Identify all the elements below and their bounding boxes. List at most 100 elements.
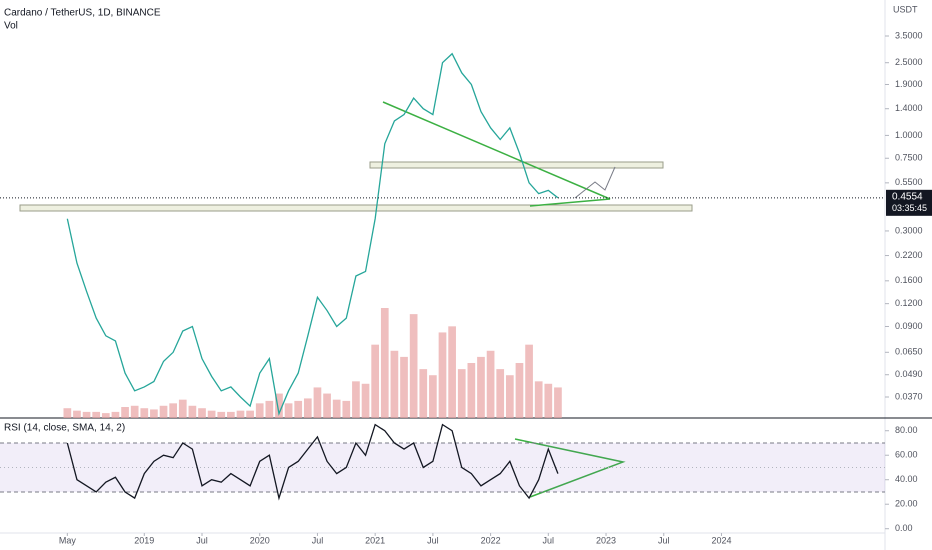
volume-bar bbox=[275, 393, 283, 418]
y-tick-label: 0.5500 bbox=[895, 177, 923, 187]
volume-bar bbox=[294, 400, 303, 418]
volume-bar bbox=[198, 408, 206, 418]
volume-bar bbox=[92, 411, 101, 418]
volume-bar bbox=[255, 403, 264, 418]
x-tick-label: Jul bbox=[196, 535, 208, 545]
y-tick-label: 2.5000 bbox=[895, 57, 923, 67]
volume-bar bbox=[380, 308, 389, 418]
volume-bar bbox=[467, 363, 476, 418]
volume-bar bbox=[227, 411, 235, 418]
rsi-trend-line bbox=[514, 438, 626, 498]
volume-bar bbox=[101, 413, 110, 418]
rsi-title: RSI (14, close, SMA, 14, 2) bbox=[4, 423, 125, 434]
x-tick-label: 2022 bbox=[481, 535, 501, 545]
volume-bar bbox=[265, 400, 274, 418]
volume-bar bbox=[130, 405, 139, 418]
rsi-y-tick-label: 40.00 bbox=[895, 474, 918, 484]
volume-bar bbox=[525, 344, 533, 418]
zone-box bbox=[369, 161, 664, 169]
countdown-label: 03:35:45 bbox=[892, 203, 927, 213]
price-line bbox=[66, 52, 559, 416]
volume-bar bbox=[486, 350, 495, 418]
y-tick-label: 0.1200 bbox=[895, 298, 923, 308]
volume-bar bbox=[371, 344, 380, 418]
volume-bar bbox=[429, 375, 437, 418]
volume-bar bbox=[236, 410, 245, 418]
y-tick-label: 0.0490 bbox=[895, 369, 923, 379]
volume-bar bbox=[390, 350, 399, 418]
x-tick-label: Jul bbox=[312, 535, 324, 545]
volume-bar bbox=[217, 411, 226, 418]
y-tick-label: 1.4000 bbox=[895, 103, 923, 113]
x-tick-label: Jul bbox=[658, 535, 670, 545]
volume-bar bbox=[534, 381, 543, 418]
volume-bar bbox=[82, 411, 91, 418]
x-tick-label: May bbox=[59, 535, 77, 545]
volume-bar bbox=[121, 407, 129, 418]
last-price-box bbox=[886, 189, 932, 216]
volume-bar bbox=[150, 409, 158, 418]
volume-bar bbox=[554, 387, 562, 418]
volume-bar bbox=[409, 314, 418, 418]
volume-bar bbox=[111, 411, 120, 418]
y-axis-label: USDT bbox=[893, 4, 918, 14]
rsi-y-tick-label: 20.00 bbox=[895, 499, 918, 509]
x-tick-label: 2024 bbox=[711, 535, 731, 545]
volume-bar bbox=[400, 356, 408, 418]
x-tick-label: Jul bbox=[427, 535, 439, 545]
y-tick-label: 0.0650 bbox=[895, 347, 923, 357]
volume-bar bbox=[544, 383, 553, 418]
volume-bar bbox=[457, 369, 466, 418]
x-tick-label: 2021 bbox=[365, 535, 385, 545]
volume-bar bbox=[188, 405, 197, 418]
x-tick-label: 2019 bbox=[134, 535, 154, 545]
rsi-y-tick-label: 60.00 bbox=[895, 450, 918, 460]
volume-bar bbox=[438, 332, 447, 418]
y-tick-label: 1.0000 bbox=[895, 130, 923, 140]
volume-bar bbox=[352, 381, 360, 418]
x-tick-label: 2023 bbox=[596, 535, 616, 545]
volume-bar bbox=[505, 375, 514, 418]
volume-bar bbox=[448, 326, 456, 418]
volume-bar bbox=[313, 387, 322, 418]
rsi-y-tick-label: 80.00 bbox=[895, 425, 918, 435]
volume-bar bbox=[477, 356, 485, 418]
volume-bar bbox=[169, 403, 177, 418]
y-tick-label: 0.0370 bbox=[895, 391, 923, 401]
zone-box bbox=[19, 204, 693, 212]
volume-bar bbox=[303, 398, 312, 418]
rsi-band bbox=[0, 442, 885, 492]
volume-bar bbox=[496, 369, 505, 418]
last-price-label: 0.4554 bbox=[892, 191, 923, 202]
rsi-y-tick-label: 0.00 bbox=[895, 523, 913, 533]
volume-bar bbox=[178, 399, 187, 418]
trend-line bbox=[382, 101, 611, 207]
volume-bar bbox=[63, 408, 72, 418]
x-tick-label: Jul bbox=[543, 535, 555, 545]
volume-bar bbox=[207, 410, 216, 418]
y-tick-label: 0.1600 bbox=[895, 275, 923, 285]
volume-bar bbox=[284, 403, 293, 418]
volume-bar bbox=[419, 369, 428, 418]
projection-path bbox=[574, 166, 616, 199]
volume-bar bbox=[73, 410, 81, 418]
y-tick-label: 0.0900 bbox=[895, 321, 923, 331]
volume-bar bbox=[140, 408, 149, 418]
volume-bar bbox=[361, 383, 370, 418]
y-tick-label: 3.5000 bbox=[895, 30, 923, 40]
y-tick-label: 0.3000 bbox=[895, 225, 923, 235]
volume-bar bbox=[323, 393, 331, 418]
x-tick-label: 2020 bbox=[250, 535, 270, 545]
y-tick-label: 1.9000 bbox=[895, 79, 923, 89]
volume-bar bbox=[332, 399, 341, 418]
y-tick-label: 0.2200 bbox=[895, 250, 923, 260]
volume-bar bbox=[515, 363, 524, 418]
rsi-line bbox=[66, 423, 559, 501]
volume-bar bbox=[342, 400, 351, 418]
volume-bar bbox=[159, 405, 168, 418]
volume-bar bbox=[246, 410, 254, 418]
y-tick-label: 0.7500 bbox=[895, 153, 923, 163]
